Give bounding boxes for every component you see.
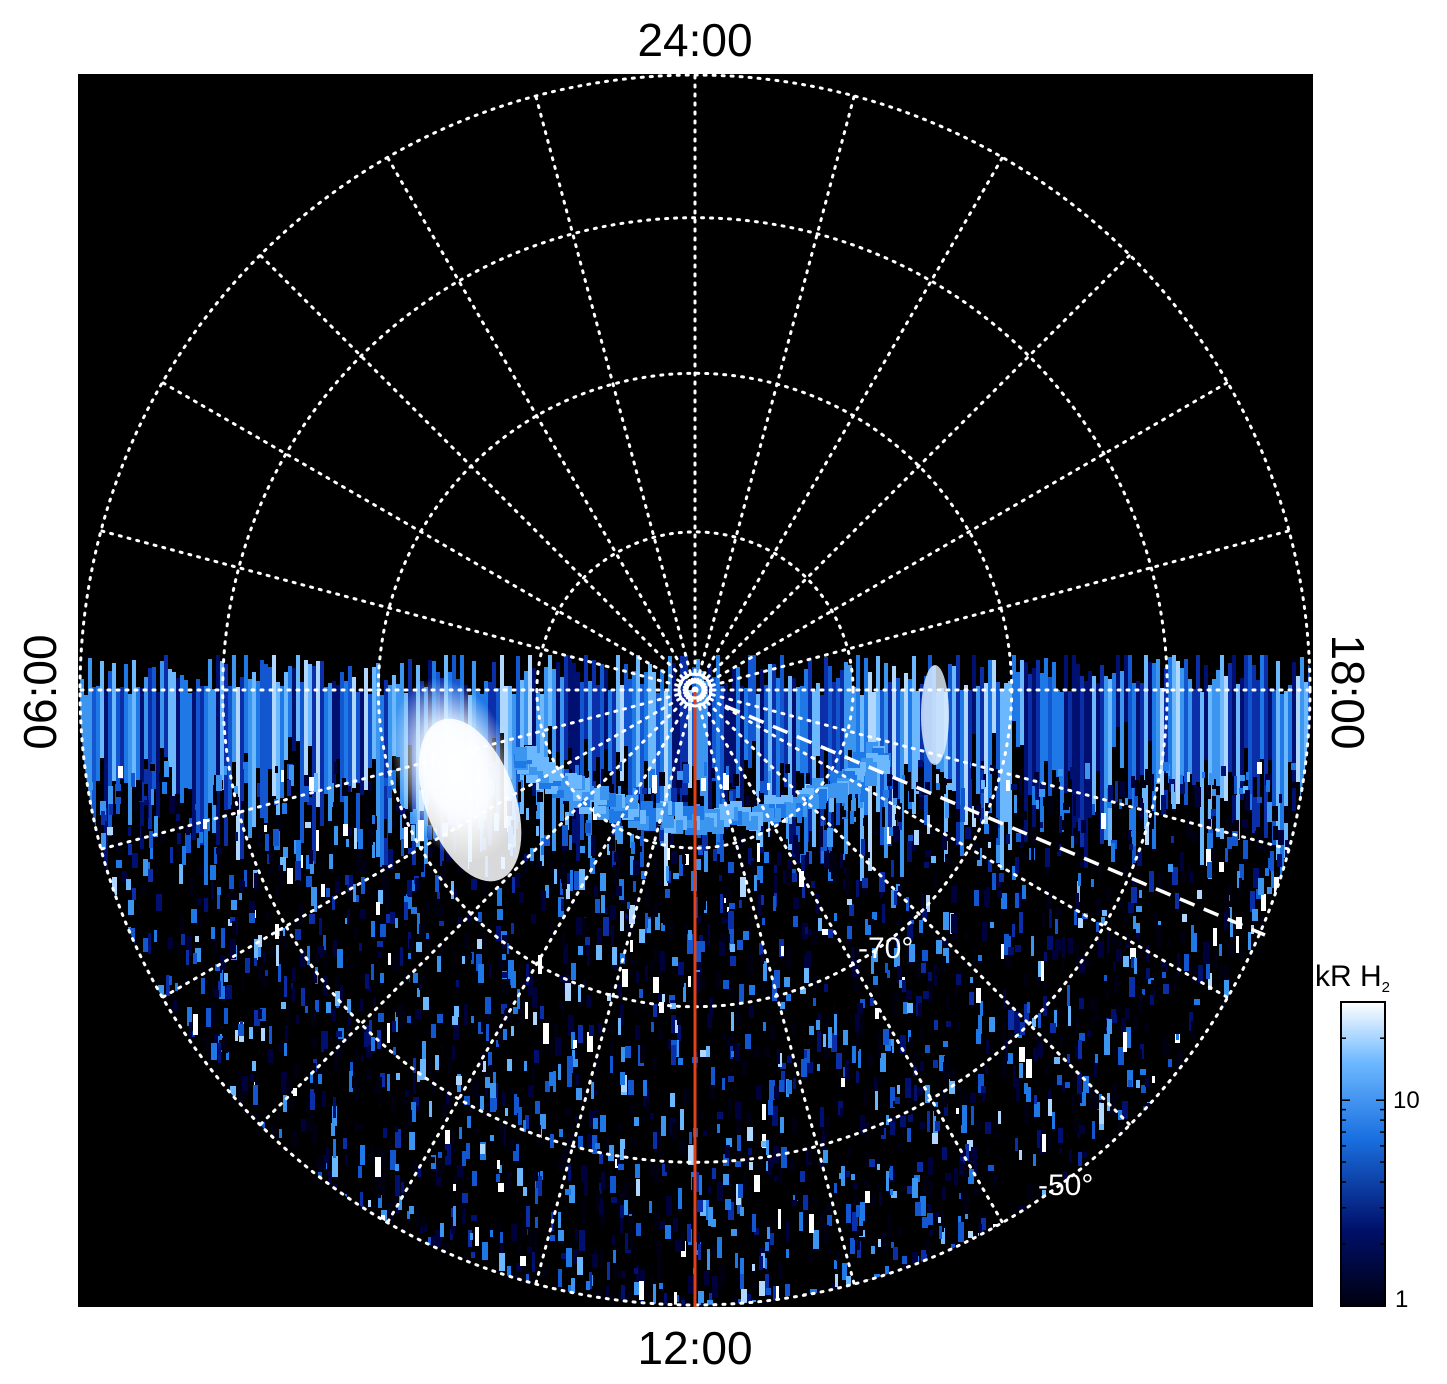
auroral-emission-image <box>80 655 1310 1305</box>
local-time-label-bottom: 12:00 <box>637 1322 752 1374</box>
colorbar-title: kR H2 <box>1315 960 1390 996</box>
latitude-circle <box>221 216 1169 1164</box>
local-time-meridian <box>99 688 697 851</box>
latitude-circle <box>535 530 855 850</box>
pole-marker <box>677 672 713 708</box>
local-time-label-left: 06:00 <box>14 634 66 749</box>
local-time-meridian <box>99 529 697 692</box>
colorbar-ticks <box>1341 1001 1385 1307</box>
local-time-meridian <box>693 253 1132 692</box>
colorbar-gradient <box>1340 1001 1386 1307</box>
local-time-meridian <box>258 253 697 692</box>
latitude-label-50: -50° <box>1038 1169 1093 1202</box>
local-time-meridian <box>693 529 1291 692</box>
latitude-label-70: -70° <box>858 932 913 965</box>
local-time-meridian <box>693 688 1291 851</box>
local-time-meridian <box>693 688 1132 1127</box>
colorbar: kR H2 10 1 <box>1315 960 1420 1313</box>
colorbar-tick-label-10: 10 <box>1393 1087 1420 1114</box>
local-time-meridian <box>160 688 697 999</box>
local-time-meridian <box>693 688 1230 999</box>
local-time-label-top: 24:00 <box>637 14 752 66</box>
local-time-meridian <box>693 381 1230 692</box>
local-time-meridian <box>386 155 697 692</box>
local-time-label-right: 18:00 <box>1322 634 1374 749</box>
local-time-meridian <box>693 155 1004 692</box>
dashed-boundary-line <box>724 704 1266 937</box>
local-time-meridian <box>386 688 697 1225</box>
local-time-meridian <box>693 94 856 692</box>
local-time-meridian <box>534 94 697 692</box>
colorbar-title-subscript: 2 <box>1382 979 1390 996</box>
local-time-meridian <box>693 688 1004 1225</box>
local-time-meridian <box>258 688 697 1127</box>
local-time-meridian <box>160 381 697 692</box>
local-time-meridian <box>693 688 856 1286</box>
local-time-meridian <box>534 688 697 1286</box>
colorbar-tick-label-1: 1 <box>1395 1286 1408 1313</box>
